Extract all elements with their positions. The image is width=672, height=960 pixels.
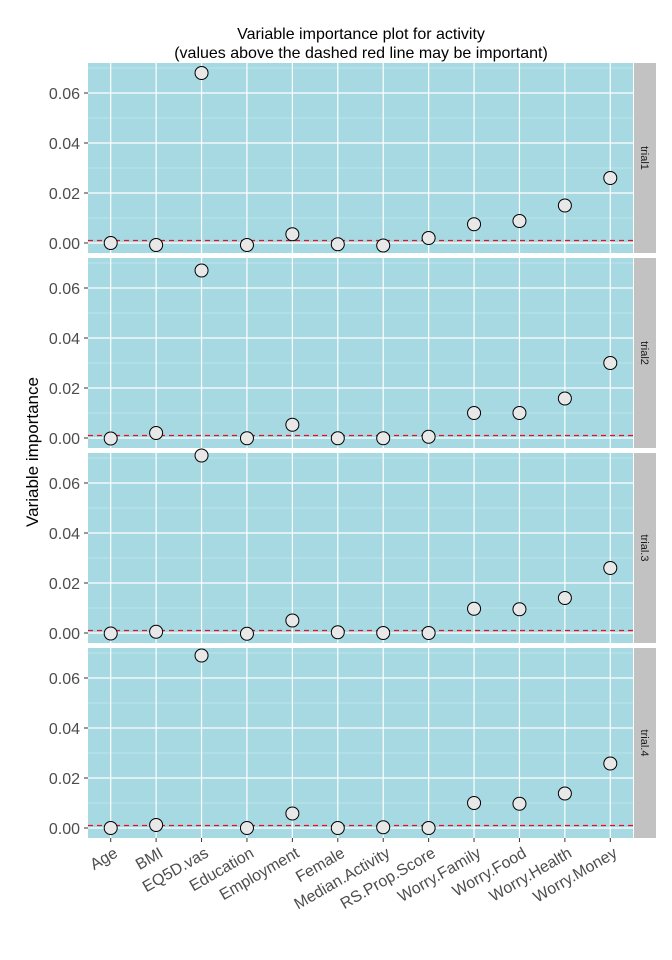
data-point [512, 214, 527, 228]
facet-panel-1: 0.00 0.02 0.04 0.06 trial1 [49, 63, 656, 253]
facet-panel-2: 0.00 0.02 0.04 0.06 trial2 [49, 258, 656, 448]
panel-background [88, 453, 633, 643]
y-tick-label: 0.04 [49, 526, 80, 543]
data-point [376, 431, 391, 446]
data-point [512, 406, 527, 420]
data-point [103, 626, 118, 641]
facet-strip-label: trial.4 [638, 730, 650, 757]
data-point [330, 821, 345, 835]
x-axis: Age BMIEQ5D.vasEducationEmploymentFemaleM… [88, 838, 620, 913]
y-axis-label: Variable importance [23, 377, 42, 527]
data-point [239, 238, 254, 252]
y-tick-label: 0.06 [49, 476, 80, 493]
data-point [194, 648, 209, 663]
data-point [603, 356, 618, 370]
data-point [557, 391, 572, 406]
y-tick-label: 0.04 [49, 136, 80, 153]
chart-title: Variable importance plot for activity [237, 26, 485, 43]
data-point [376, 820, 391, 835]
y-tick-label: 0.00 [49, 431, 80, 448]
data-point [285, 227, 300, 242]
data-point [421, 626, 436, 640]
facet-strip-label: trial.3 [638, 535, 650, 562]
data-point [512, 796, 527, 811]
facet-strip-label: trial2 [638, 341, 650, 365]
data-point [512, 602, 527, 617]
y-tick-label: 0.02 [49, 186, 80, 203]
y-tick-label: 0.00 [49, 236, 80, 253]
data-point [376, 238, 391, 253]
data-point [557, 786, 572, 801]
facet-panel-4: 0.00 0.02 0.04 0.06 trial.4 [49, 648, 656, 838]
y-tick-label: 0.06 [49, 671, 80, 688]
data-point [285, 806, 300, 821]
data-point [467, 796, 482, 810]
data-point [239, 821, 254, 835]
data-point [421, 231, 436, 245]
y-tick-label: 0.00 [49, 626, 80, 643]
data-point [194, 448, 209, 463]
facet-strip [634, 63, 656, 253]
data-point [194, 263, 209, 278]
facet-strip [634, 453, 656, 643]
data-point [421, 429, 436, 444]
y-tick-label: 0.00 [49, 821, 80, 838]
facet-panel-3: 0.00 0.02 0.04 0.06 trial.3 [49, 448, 656, 643]
data-point [603, 561, 618, 575]
data-point [330, 431, 345, 446]
facet-strip-label: trial1 [638, 146, 650, 170]
data-point [149, 426, 164, 440]
facet-panels: 0.00 0.02 0.04 0.06 trial1 0.00 0.02 0.04 0.06 tr… [49, 63, 656, 838]
x-tick-label: Age [88, 845, 121, 874]
y-tick-label: 0.04 [49, 721, 80, 738]
data-point [603, 171, 618, 185]
data-point [603, 756, 618, 771]
data-point [285, 417, 300, 432]
data-point [149, 818, 164, 832]
y-tick-label: 0.04 [49, 331, 80, 348]
data-point [194, 66, 209, 80]
panel-background [88, 648, 633, 838]
data-point [330, 625, 345, 640]
panel-background [88, 63, 633, 253]
facet-strip [634, 648, 656, 838]
data-point [149, 238, 164, 252]
data-point [285, 613, 300, 628]
y-tick-label: 0.06 [49, 281, 80, 298]
data-point [376, 626, 391, 640]
data-point [103, 236, 118, 250]
data-point [103, 821, 118, 835]
chart-subtitle: (values above the dashed red line may be… [174, 45, 548, 62]
data-point [467, 406, 482, 420]
data-point [421, 821, 436, 835]
data-point [239, 626, 254, 641]
data-point [467, 601, 482, 616]
data-point [557, 591, 572, 605]
data-point [557, 198, 572, 213]
data-point [239, 431, 254, 446]
facet-strip [634, 258, 656, 448]
panel-background [88, 258, 633, 448]
data-point [467, 217, 482, 232]
data-point [149, 624, 164, 639]
data-point [103, 431, 118, 446]
y-tick-label: 0.06 [49, 86, 80, 103]
y-tick-label: 0.02 [49, 576, 80, 593]
y-tick-label: 0.02 [49, 771, 80, 788]
y-tick-label: 0.02 [49, 381, 80, 398]
data-point [330, 237, 345, 252]
